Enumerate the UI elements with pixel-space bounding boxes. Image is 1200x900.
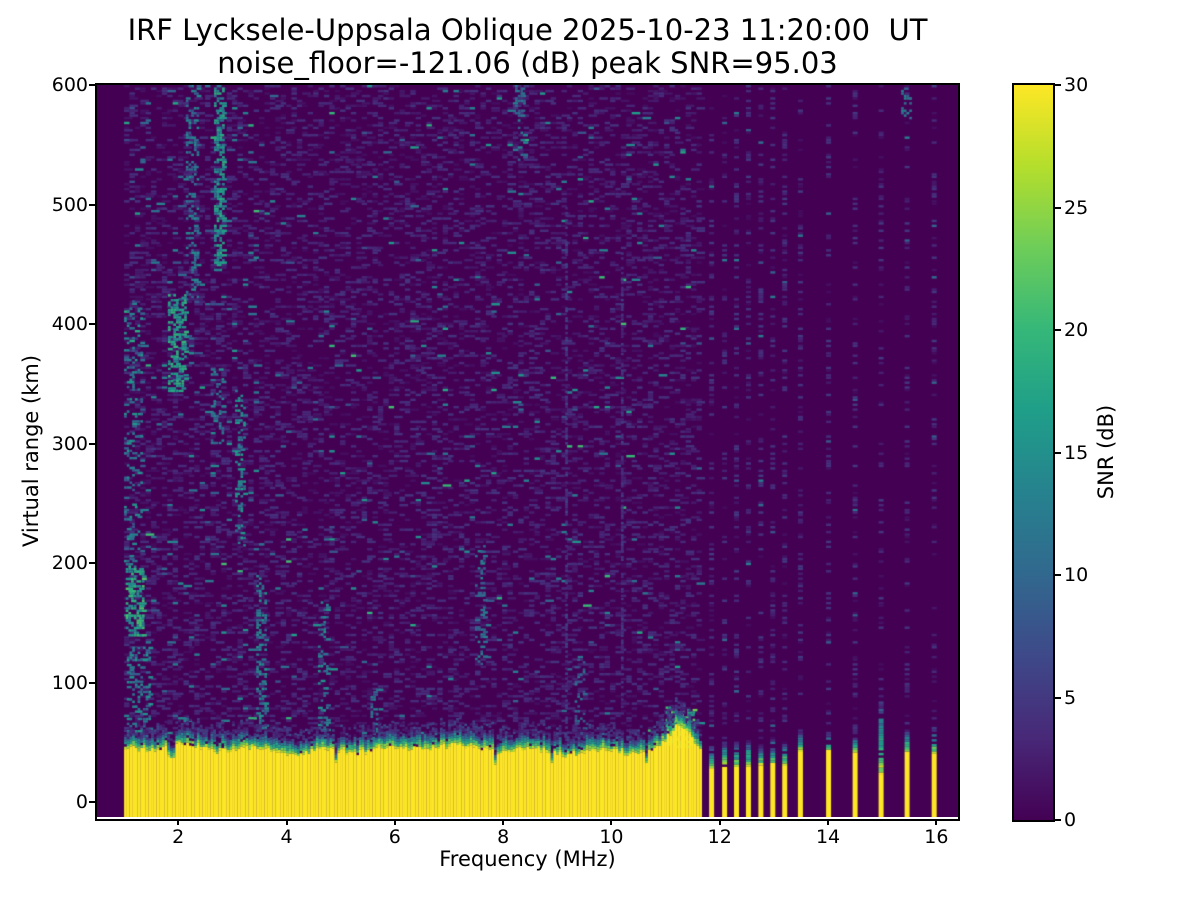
y-tick-mark [89,323,95,326]
y-tick-label: 500 [51,193,88,216]
y-tick-mark [89,203,95,206]
y-tick-label: 0 [75,791,88,814]
x-tick-label: 4 [280,826,293,848]
x-tick-label: 2 [172,826,185,848]
colorbar [1012,83,1055,822]
y-tick-mark [89,442,95,445]
x-tick-mark [935,819,938,825]
x-tick-mark [285,819,288,825]
colorbar-tick-label: 30 [1064,74,1089,96]
y-tick-mark [89,681,95,684]
x-tick-mark [177,819,180,825]
colorbar-tick-mark [1055,696,1061,699]
colorbar-tick-mark [1055,574,1061,576]
colorbar-tick-label: 10 [1064,564,1089,586]
y-tick-mark [89,562,95,565]
x-tick-mark [610,819,613,825]
colorbar-tick-label: 0 [1064,809,1077,831]
colorbar-tick-label: 15 [1064,441,1089,464]
chart-title: IRF Lycksele-Uppsala Oblique 2025-10-23 … [127,13,928,47]
y-tick-mark [89,801,95,804]
colorbar-gradient [1014,85,1053,820]
colorbar-tick-label: 5 [1064,686,1077,709]
colorbar-tick-mark [1055,84,1061,86]
colorbar-tick-mark [1055,206,1061,209]
x-tick-mark [393,819,396,825]
x-tick-mark [718,819,721,825]
colorbar-tick-label: 20 [1064,319,1089,341]
x-tick-label: 16 [924,826,949,848]
colorbar-tick-mark [1055,329,1061,331]
x-tick-label: 8 [497,826,510,848]
colorbar-tick-mark [1055,819,1061,821]
colorbar-tick-mark [1055,451,1061,454]
y-tick-mark [89,84,95,86]
x-tick-mark [502,819,505,825]
colorbar-tick-label: 25 [1064,196,1089,219]
x-tick-label: 12 [707,826,732,848]
y-tick-label: 600 [51,74,88,96]
heatmap-canvas [97,85,958,817]
x-tick-mark [827,819,830,825]
y-tick-label: 300 [51,432,88,455]
chart-subtitle: noise_floor=-121.06 (dB) peak SNR=95.03 [217,46,838,80]
y-tick-label: 200 [51,552,88,575]
x-tick-label: 6 [388,826,401,848]
y-tick-label: 100 [51,671,88,694]
x-tick-label: 14 [815,826,841,848]
x-tick-label: 10 [599,826,624,848]
y-tick-label: 400 [51,313,88,336]
x-axis-label: Frequency (MHz) [439,847,616,871]
colorbar-label: SNR (dB) [1094,404,1118,500]
